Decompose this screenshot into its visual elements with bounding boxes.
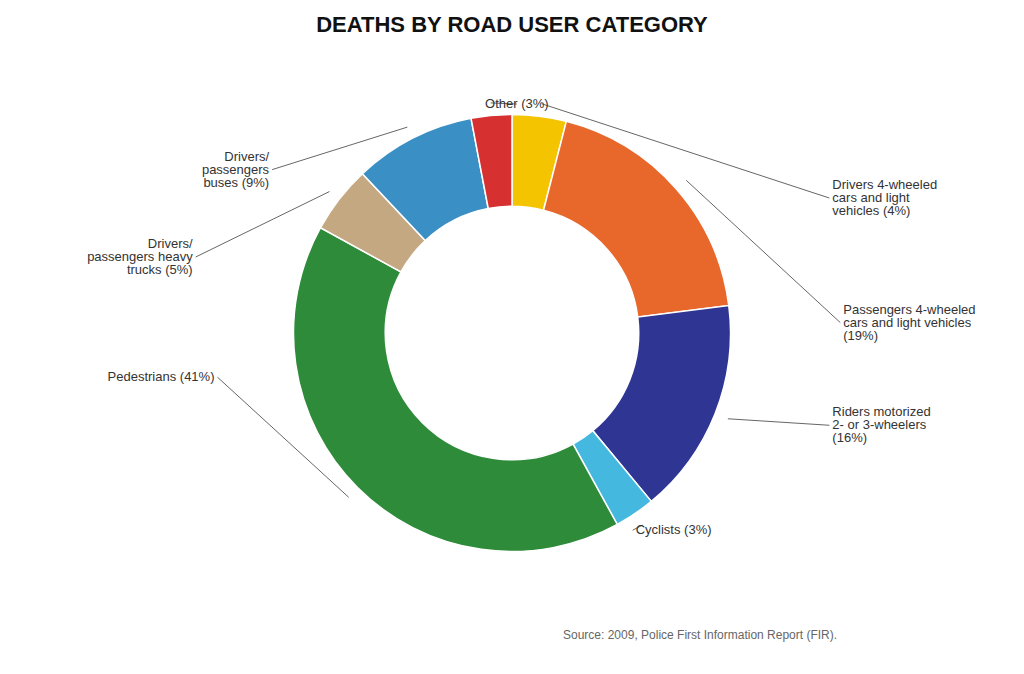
svg-text:Drivers/passengers heavytrucks: Drivers/passengers heavytrucks (5%) [87,236,193,277]
html-text:DEATHS BY ROAD USER CATEGORY: DEATHS BY ROAD USER CATEGORY [316,12,708,37]
svg-text:Riders motorized2- or 3-wheele: Riders motorized2- or 3-wheelers(16%) [832,404,930,445]
svg-text:Cyclists (3%): Cyclists (3%) [636,522,712,537]
svg-text:Other (3%): Other (3%) [485,96,549,111]
svg-text:Drivers/passengersbuses (9%): Drivers/passengersbuses (9%) [202,149,270,190]
svg-text:Passengers 4-wheeledcars and l: Passengers 4-wheeledcars and light vehic… [843,302,975,343]
html-text:Source: 2009, Police First Inf: Source: 2009, Police First Information R… [563,628,838,642]
svg-text:Pedestrians (41%): Pedestrians (41%) [108,369,215,384]
svg-text:Drivers 4-wheeledcars and ligh: Drivers 4-wheeledcars and lightvehicles … [832,177,937,218]
